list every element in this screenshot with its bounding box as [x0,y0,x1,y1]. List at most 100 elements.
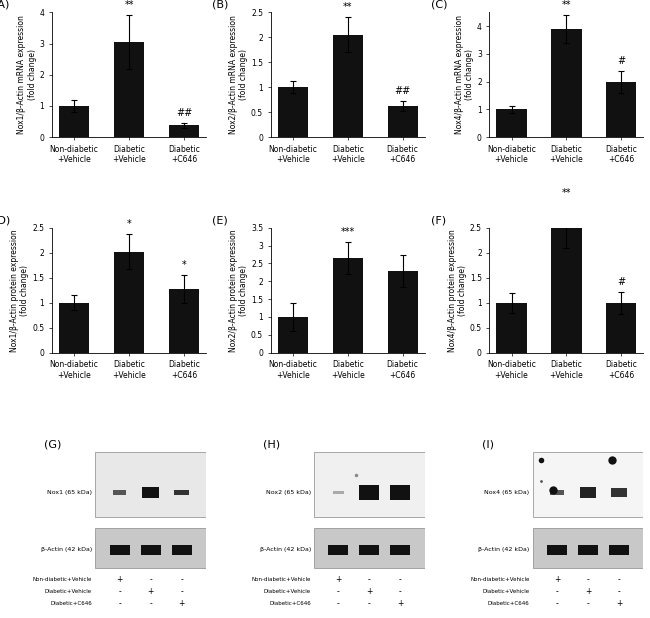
Text: -: - [118,599,121,608]
Text: +: + [366,587,372,596]
Text: +: + [397,599,404,608]
Text: Diabetic+Vehicle: Diabetic+Vehicle [45,589,92,594]
Y-axis label: Nox4/β-Actin mRNA expression
(fold change): Nox4/β-Actin mRNA expression (fold chang… [455,15,474,134]
Text: -: - [337,587,340,596]
Bar [551,29,582,137]
Text: **: ** [562,188,571,198]
Text: ##: ## [176,108,192,118]
Bar [113,490,126,495]
Text: -: - [556,599,558,608]
Text: +: + [179,599,185,608]
Y-axis label: Nox2/β-Actin protein expression
(fold change): Nox2/β-Actin protein expression (fold ch… [229,229,248,352]
Bar [551,490,564,494]
Text: (I): (I) [482,440,494,450]
Bar [174,489,189,496]
Bar [606,303,636,353]
Text: ##: ## [395,87,411,96]
Text: *: * [181,260,187,270]
Bar [314,452,424,517]
Text: -: - [118,587,121,596]
Bar [169,125,199,137]
Bar [606,82,636,137]
Text: -: - [399,587,402,596]
Text: β-Actin (42 kDa): β-Actin (42 kDa) [259,548,311,552]
Bar [578,544,598,555]
Y-axis label: Nox2/β-Actin mRNA expression
(fold change): Nox2/β-Actin mRNA expression (fold chang… [229,15,248,134]
Text: (C): (C) [431,0,447,10]
Text: (B): (B) [212,0,229,10]
Bar [95,528,206,568]
Bar [547,544,567,555]
Text: -: - [150,599,152,608]
Text: -: - [337,599,340,608]
Bar [333,35,363,137]
Text: **: ** [562,0,571,10]
Text: -: - [180,575,183,584]
Bar [387,106,418,137]
Text: Diabetic+C646: Diabetic+C646 [488,601,530,606]
Text: #: # [618,277,625,287]
Bar [391,544,410,555]
Bar [278,87,308,137]
Text: +: + [148,587,154,596]
Bar [609,544,629,555]
Text: Nox1 (65 kDa): Nox1 (65 kDa) [47,490,92,495]
Text: Non-diabetic+Vehicle: Non-diabetic+Vehicle [470,577,530,582]
Text: *: * [127,219,131,229]
Bar [59,303,89,353]
Text: Diabetic+Vehicle: Diabetic+Vehicle [264,589,311,594]
Text: Nox2 (65 kDa): Nox2 (65 kDa) [266,490,311,495]
Y-axis label: Nox1/β-Actin protein expression
(fold change): Nox1/β-Actin protein expression (fold ch… [10,229,29,352]
Text: -: - [618,587,621,596]
Text: Diabetic+C646: Diabetic+C646 [50,601,92,606]
Text: -: - [587,575,590,584]
Bar [314,528,424,568]
Bar [114,42,144,137]
Bar [110,544,129,555]
Bar [580,488,596,497]
Text: (D): (D) [0,215,10,226]
Bar [169,289,199,353]
Text: (G): (G) [44,440,62,450]
Text: -: - [618,575,621,584]
Text: **: ** [343,2,352,12]
Bar [612,488,627,497]
Bar [328,544,348,555]
Y-axis label: Nox4/β-Actin protein expression
(fold change): Nox4/β-Actin protein expression (fold ch… [447,229,467,352]
Bar [333,491,344,494]
Text: +: + [335,575,341,584]
Bar [497,109,526,137]
Bar [359,485,380,500]
Bar [333,258,363,353]
Bar [114,252,144,353]
Bar [391,485,410,499]
Text: -: - [399,575,402,584]
Text: β-Actin (42 kDa): β-Actin (42 kDa) [41,548,92,552]
Bar [551,226,582,353]
Bar [532,528,644,568]
Bar [142,486,159,498]
Text: β-Actin (42 kDa): β-Actin (42 kDa) [478,548,530,552]
Text: (F): (F) [431,215,446,226]
Text: -: - [150,575,152,584]
Text: Non-diabetic+Vehicle: Non-diabetic+Vehicle [32,577,92,582]
Bar [59,106,89,137]
Text: -: - [587,599,590,608]
Text: +: + [116,575,123,584]
Bar [359,544,380,555]
Text: (H): (H) [263,440,280,450]
Text: Diabetic+Vehicle: Diabetic+Vehicle [482,589,530,594]
Text: -: - [180,587,183,596]
Text: -: - [368,599,370,608]
Bar [532,452,644,517]
Text: Nox4 (65 kDa): Nox4 (65 kDa) [484,490,530,495]
Bar [95,452,206,517]
Bar [172,544,192,555]
Text: Non-diabetic+Vehicle: Non-diabetic+Vehicle [252,577,311,582]
Bar [387,271,418,353]
Bar [497,303,526,353]
Text: ***: *** [341,227,355,237]
Text: +: + [554,575,560,584]
Text: **: ** [124,1,134,11]
Text: +: + [585,587,592,596]
